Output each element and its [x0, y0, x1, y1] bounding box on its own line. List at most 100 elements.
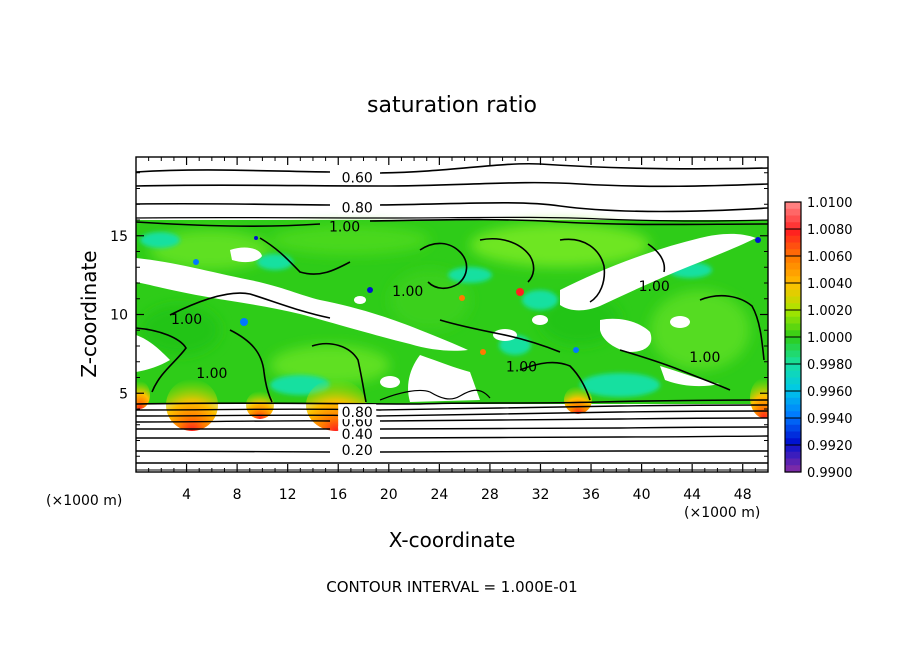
- contour-label-12: 0.80: [342, 405, 373, 421]
- colorbar-band-3: [785, 222, 801, 230]
- x-tick-label-6: 28: [481, 487, 499, 503]
- colorbar-band-28: [785, 391, 801, 399]
- colorbar-label-7: 0.9960: [807, 385, 853, 400]
- colorbar-band-7: [785, 249, 801, 257]
- colorbar-band-21: [785, 343, 801, 352]
- contour-label-bg-10: [338, 426, 377, 442]
- colorbar-band-14: [785, 296, 801, 304]
- x-tick-label-3: 16: [329, 487, 347, 503]
- contour-label-bg-9: [338, 441, 377, 457]
- x-tick-label-11: 48: [734, 487, 752, 503]
- colorbar-label-6: 0.9980: [807, 358, 853, 373]
- contour-labels: 0.60 0.80 1.00 1.00 1.00 1.00 1.00 1.00 1.00 0.20…: [171, 169, 720, 459]
- colorbar-band-36: [785, 445, 801, 453]
- contour-label-2: 1.00: [329, 219, 360, 235]
- colorbar-band-37: [785, 451, 801, 460]
- x-tick-label-7: 32: [532, 487, 550, 503]
- colorbar-band-15: [785, 303, 801, 311]
- colorbar-band-5: [785, 235, 801, 244]
- x-unit-right: (×1000 m): [684, 505, 760, 521]
- contour-label-7: 1.00: [639, 279, 670, 295]
- contour-label-4: 1.00: [196, 366, 227, 382]
- colorbar-label-1: 1.0080: [807, 223, 853, 238]
- lower-contours: [136, 389, 768, 471]
- colorbar-band-38: [785, 458, 801, 466]
- x-tick-label-5: 24: [430, 487, 448, 503]
- x-tick-label-10: 44: [683, 487, 701, 503]
- colorbar-band-27: [785, 384, 801, 392]
- x-tick-label-2: 12: [279, 487, 297, 503]
- contour-interval-note: CONTOUR INTERVAL = 1.000E-01: [326, 578, 577, 596]
- z-tick-label-0: 5: [119, 386, 128, 402]
- x-tick-label-1: 8: [233, 487, 242, 503]
- colorbar-label-10: 0.9900: [807, 466, 853, 481]
- x-axis: 4 8 12 16 20 24 28 32 36 40 44 48: [148, 157, 756, 503]
- x-tick-label-4: 20: [380, 487, 398, 503]
- colorbar-band-17: [785, 316, 801, 325]
- colorbar-band-9: [785, 262, 801, 271]
- contour-label-bg-1: [338, 199, 377, 215]
- z-tick-label-1: 10: [110, 308, 128, 324]
- x-unit-left: (×1000 m): [46, 493, 122, 509]
- colorbar-band-32: [785, 418, 801, 426]
- chart-title: saturation ratio: [367, 93, 537, 118]
- colorbar: 1.0100 1.0080 1.0060 1.0040 1.0020 1.0000 0.99…: [784, 196, 853, 481]
- colorbar-band-4: [785, 229, 801, 237]
- colorbar-label-3: 1.0040: [807, 277, 853, 292]
- contour-label-0: 0.60: [342, 170, 373, 186]
- z-axis-label: Z-coordinate: [77, 250, 101, 377]
- colorbar-band-6: [785, 242, 801, 250]
- contour-label-10: 0.40: [342, 427, 373, 443]
- colorbar-label-8: 0.9940: [807, 412, 853, 427]
- z-axis: 5 10 15: [110, 172, 768, 457]
- colorbar-band-39: [785, 465, 801, 473]
- contour-label-bg-12: [338, 404, 377, 420]
- blue-spots: [193, 236, 761, 353]
- x-tick-label-9: 40: [633, 487, 651, 503]
- colorbar-band-16: [785, 310, 801, 318]
- colorbar-band-11: [785, 276, 801, 284]
- colorbar-label-9: 0.9920: [807, 439, 853, 454]
- colorbar-band-2: [785, 215, 801, 223]
- white-regions: [136, 233, 756, 402]
- colorbar-band-33: [785, 424, 801, 433]
- colorbar-band-29: [785, 397, 801, 406]
- contour-label-bg-0: [338, 169, 377, 185]
- colorbar-band-35: [785, 438, 801, 446]
- x-tick-label-8: 36: [582, 487, 600, 503]
- contour-label-9: 0.20: [342, 443, 373, 459]
- colorbar-band-12: [785, 283, 801, 291]
- colorbar-band-30: [785, 404, 801, 412]
- x-axis-label: X-coordinate: [389, 528, 516, 552]
- colorbar-band-31: [785, 411, 801, 419]
- colorbar-band-0: [785, 202, 801, 210]
- contour-label-1: 0.80: [342, 200, 373, 216]
- colorbar-label-2: 1.0060: [807, 250, 853, 265]
- colorbar-label-5: 1.0000: [807, 331, 853, 346]
- colorbar-band-34: [785, 431, 801, 439]
- colorbar-band-24: [785, 364, 801, 372]
- colorbar-band-10: [785, 269, 801, 277]
- x-tick-label-0: 4: [182, 487, 191, 503]
- contour-label-6: 1.00: [506, 359, 537, 375]
- colorbar-label-4: 1.0020: [807, 304, 853, 319]
- contour-lines: [136, 162, 768, 405]
- colorbar-band-18: [785, 323, 801, 331]
- colorbar-band-13: [785, 289, 801, 298]
- contour-label-3: 1.00: [171, 312, 202, 328]
- colorbar-band-25: [785, 370, 801, 379]
- colorbar-band-19: [785, 330, 801, 338]
- colorbar-label-0: 1.0100: [807, 196, 853, 211]
- contour-label-5: 1.00: [392, 284, 423, 300]
- colorbar-band-20: [785, 337, 801, 345]
- colorbar-band-26: [785, 377, 801, 385]
- colorbar-band-23: [785, 357, 801, 365]
- z-tick-label-2: 15: [110, 229, 128, 245]
- contour-label-8: 1.00: [689, 350, 720, 366]
- colorbar-band-22: [785, 350, 801, 358]
- saturation-field: [136, 162, 768, 471]
- colorbar-band-8: [785, 256, 801, 264]
- colorbar-band-1: [785, 208, 801, 217]
